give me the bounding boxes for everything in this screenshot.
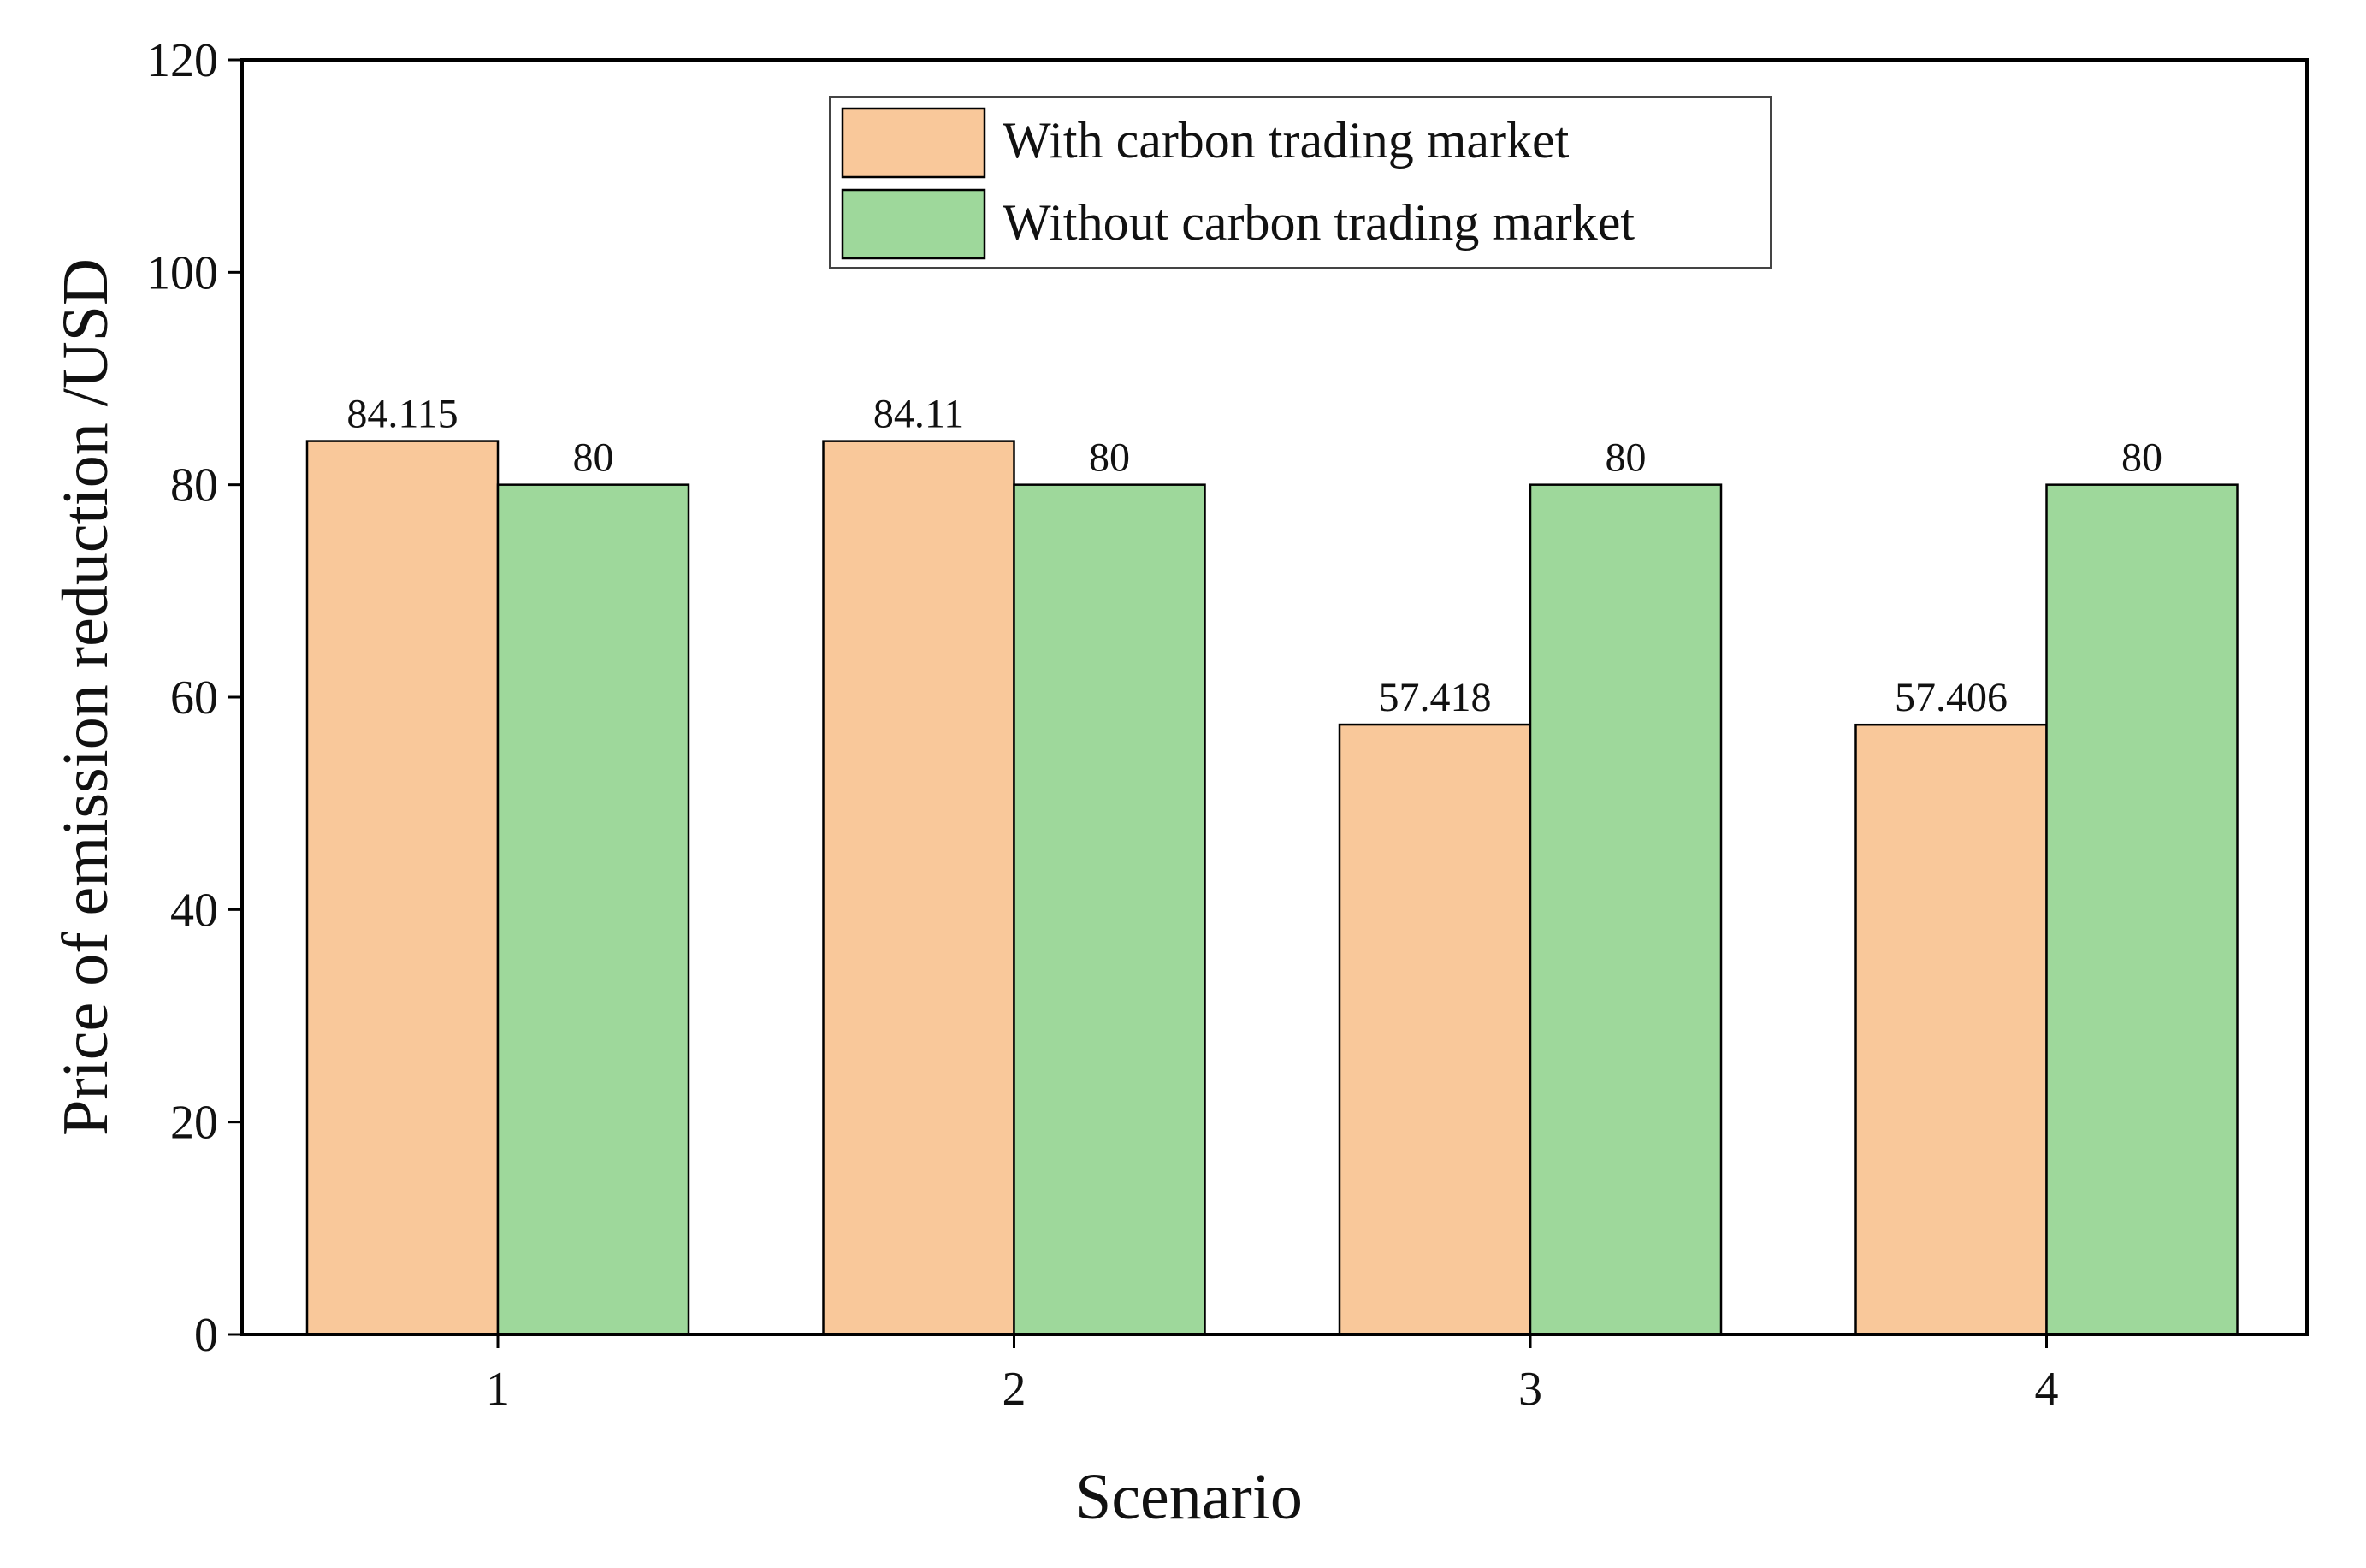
x-tick-label: 2 [1003, 1363, 1026, 1416]
data-label-series2-scenario-4: 80 [2121, 435, 2162, 481]
y-tick-label: 80 [170, 459, 218, 512]
data-label-series1-scenario-3: 57.418 [1379, 675, 1492, 720]
y-tick-label: 40 [170, 884, 218, 937]
y-tick-label: 20 [170, 1097, 218, 1150]
bar-series1-scenario-4 [1854, 723, 2048, 1336]
legend-label-with-carbon: With carbon trading market [1003, 112, 1570, 169]
x-axis-label: Scenario [1075, 1461, 1303, 1533]
data-label-series1-scenario-2: 84.11 [873, 392, 964, 437]
y-tick-label: 0 [194, 1309, 218, 1362]
y-axis-label: Price of emission reduction /USD [50, 258, 121, 1136]
y-tick-label: 120 [146, 34, 218, 87]
data-label-series2-scenario-2: 80 [1089, 435, 1130, 481]
legend: With carbon trading market Without carbo… [829, 96, 1772, 269]
data-label-series1-scenario-1: 84.115 [346, 392, 458, 437]
data-label-series2-scenario-1: 80 [573, 435, 614, 481]
bar-series1-scenario-3 [1338, 723, 1532, 1336]
y-tick-label: 60 [170, 672, 218, 725]
bar-series2-scenario-4 [2045, 483, 2239, 1336]
bar-series1-scenario-1 [305, 440, 500, 1336]
legend-box [829, 96, 1772, 269]
y-axis-ticks: 0 20 40 60 80 100 120 [146, 34, 242, 1362]
bar-series2-scenario-2 [1013, 483, 1206, 1336]
x-axis-ticks: 1 2 3 4 [486, 1334, 2059, 1416]
data-label-series1-scenario-4: 57.406 [1895, 675, 2008, 720]
y-tick-label: 100 [146, 246, 218, 299]
legend-swatch-without-carbon [841, 188, 986, 260]
bar-series1-scenario-2 [822, 440, 1015, 1336]
x-tick-label: 4 [2035, 1363, 2059, 1416]
bar-series2-scenario-3 [1529, 483, 1723, 1336]
bars-layer [305, 440, 2239, 1336]
x-tick-label: 3 [1518, 1363, 1542, 1416]
x-tick-label: 1 [486, 1363, 510, 1416]
data-label-series2-scenario-3: 80 [1606, 435, 1647, 481]
legend-label-without-carbon: Without carbon trading market [1003, 194, 1635, 251]
legend-swatch-with-carbon [841, 107, 986, 179]
data-labels-layer: 84.115 80 84.11 80 57.418 80 57.406 80 [346, 392, 2162, 721]
bar-series2-scenario-1 [496, 483, 690, 1336]
